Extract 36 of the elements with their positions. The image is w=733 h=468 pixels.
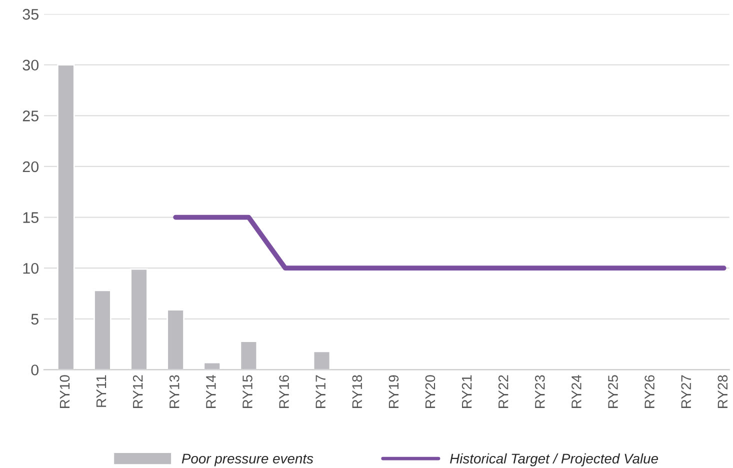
y-tick-label: 35: [22, 8, 38, 20]
x-tick-label: RY28: [718, 375, 728, 408]
x-tick-label: RY16: [279, 375, 289, 408]
bar: [56, 64, 75, 370]
x-tick-label: RY26: [644, 375, 654, 408]
legend-label: Poor pressure events: [182, 454, 314, 466]
x-tick-label: RY13: [169, 375, 180, 408]
x-tick-label: RY23: [534, 375, 545, 408]
bar: [312, 350, 331, 370]
x-tick-label: RY21: [462, 375, 472, 408]
x-tick-label: RY14: [206, 374, 216, 408]
y-tick-label: 25: [22, 110, 38, 122]
bar: [94, 290, 112, 370]
x-tick-label: RY22: [498, 375, 508, 408]
x-tick-label: RY20: [425, 375, 436, 408]
y-tick-label: 20: [22, 161, 39, 172]
x-tick-label: RY24: [572, 374, 582, 408]
y-tick-label: 5: [31, 314, 38, 325]
bar: [130, 268, 148, 370]
x-tick-label: RY10: [60, 375, 70, 408]
x-tick-label: RY25: [608, 375, 618, 408]
x-tick-label: RY17: [316, 375, 326, 408]
x-tick-label: RY19: [388, 375, 399, 408]
bar: [203, 362, 222, 370]
x-tick-label: RY27: [681, 375, 691, 408]
y-tick-label: 0: [31, 364, 39, 376]
x-tick-label: RY18: [352, 375, 362, 408]
y-tick-label: 10: [23, 262, 39, 274]
y-tick-label: 30: [22, 60, 39, 71]
bar: [240, 340, 258, 370]
y-tick-label: 15: [23, 212, 38, 223]
x-tick-label: RY15: [242, 375, 252, 408]
bar: [166, 309, 184, 370]
x-tick-label: RY11: [96, 375, 106, 407]
legend-label: Historical Target / Projected Value: [450, 453, 658, 466]
x-tick-label: RY12: [132, 375, 143, 408]
